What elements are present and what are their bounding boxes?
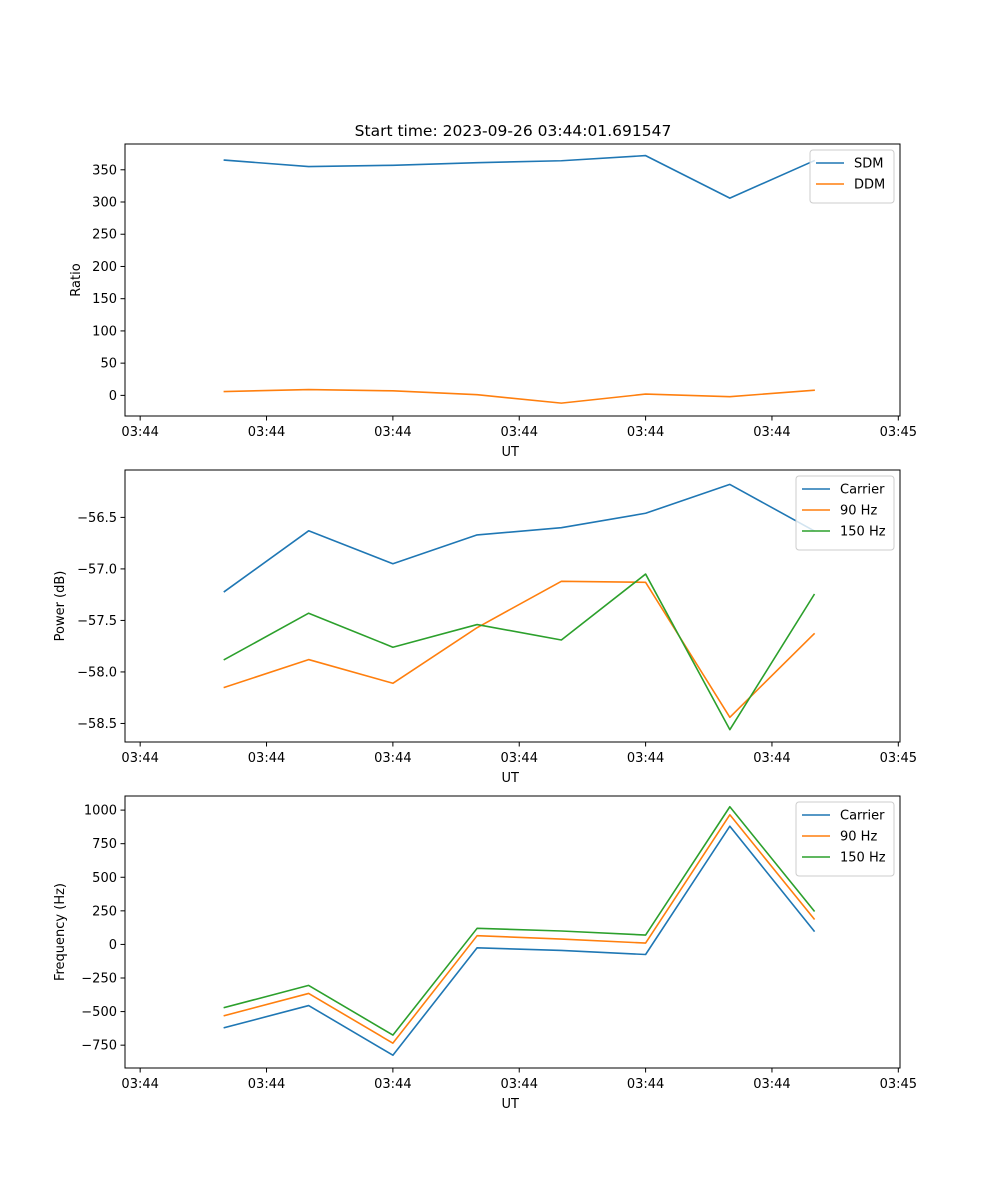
y-tick-label: −750 (81, 1039, 117, 1054)
plot-area (125, 470, 900, 742)
y-axis-label: Frequency (Hz) (53, 883, 68, 981)
legend: Carrier 90 Hz 150 Hz (795, 475, 895, 551)
series-line-150-hz (223, 805, 816, 1036)
y-tick-label: −500 (81, 1005, 117, 1020)
legend: SDM DDM (809, 149, 895, 204)
y-tick-label: 500 (92, 871, 117, 886)
x-tick-label: 03:44 (753, 1077, 790, 1092)
series-line-90-hz (223, 813, 816, 1044)
x-tick-label: 03:44 (627, 425, 664, 440)
x-tick-label: 03:44 (501, 751, 538, 766)
x-axis-label: UT (501, 771, 519, 786)
plot-area (125, 796, 900, 1068)
series-line-carrier (223, 483, 816, 593)
y-tick-label: −57.5 (77, 614, 117, 629)
legend-label-90-hz: 90 Hz (840, 504, 877, 519)
y-tick-label: 300 (92, 196, 117, 211)
x-axis-label: UT (501, 1097, 519, 1112)
y-tick-label: 200 (92, 260, 117, 275)
series-line-150-hz (223, 573, 816, 731)
y-tick-label: 50 (100, 357, 117, 372)
legend-label-ddm: DDM (854, 178, 885, 193)
x-tick-label: 03:44 (501, 425, 538, 440)
x-tick-label: 03:44 (248, 425, 285, 440)
x-tick-label: 03:44 (753, 425, 790, 440)
y-tick-label: 250 (92, 228, 117, 243)
x-tick-label: 03:44 (248, 1077, 285, 1092)
legend-label-150-hz: 150 Hz (840, 851, 886, 866)
plot-area (125, 144, 900, 416)
x-tick-label: 03:44 (374, 425, 411, 440)
x-tick-label: 03:44 (627, 751, 664, 766)
panel-ratio: 03:44 03:44 03:44 03:44 03:44 03:44 03:45 0 50 10… (69, 143, 917, 460)
y-tick-label: 350 (92, 163, 117, 178)
y-tick-label: −58.0 (77, 665, 117, 680)
y-tick-label: 150 (92, 292, 117, 307)
series-line-90-hz (223, 580, 816, 719)
x-tick-label: 03:44 (121, 751, 158, 766)
x-tick-label: 03:45 (880, 425, 917, 440)
figure-title: Start time: 2023-09-26 03:44:01.691547 (355, 122, 672, 140)
x-tick-label: 03:44 (248, 751, 285, 766)
series-line-carrier (223, 825, 816, 1057)
panel-power: 03:44 03:44 03:44 03:44 03:44 03:44 03:45 −58.5… (53, 469, 917, 786)
y-tick-label: −58.5 (77, 717, 117, 732)
y-axis-label: Ratio (69, 263, 84, 296)
x-tick-label: 03:44 (753, 751, 790, 766)
x-tick-label: 03:45 (880, 1077, 917, 1092)
legend-label-150-hz: 150 Hz (840, 525, 886, 540)
series-line-ddm (223, 388, 815, 404)
y-tick-label: 1000 (84, 804, 117, 819)
x-tick-label: 03:44 (374, 751, 411, 766)
y-tick-label: −57.0 (77, 562, 117, 577)
y-tick-label: −56.5 (77, 511, 117, 526)
legend-label-sdm: SDM (854, 157, 883, 172)
y-tick-label: 0 (109, 389, 117, 404)
legend: Carrier 90 Hz 150 Hz (795, 801, 895, 877)
y-tick-label: −250 (81, 972, 117, 987)
y-tick-label: 100 (92, 324, 117, 339)
legend-label-carrier: Carrier (840, 809, 885, 824)
panel-frequency: 03:44 03:44 03:44 03:44 03:44 03:44 03:45 −750 −… (53, 795, 917, 1112)
legend-label-carrier: Carrier (840, 483, 885, 498)
x-tick-label: 03:44 (374, 1077, 411, 1092)
y-axis-label: Power (dB) (53, 571, 68, 642)
axes-frame (124, 143, 901, 417)
legend-label-90-hz: 90 Hz (840, 830, 877, 845)
axes-frame (124, 469, 901, 743)
x-tick-label: 03:44 (121, 1077, 158, 1092)
series-line-sdm (223, 154, 816, 199)
y-tick-label: 750 (92, 837, 117, 852)
x-axis-label: UT (501, 445, 519, 460)
axes-frame (124, 795, 901, 1069)
x-tick-label: 03:44 (627, 1077, 664, 1092)
y-tick-label: 250 (92, 904, 117, 919)
y-tick-label: 0 (109, 938, 117, 953)
x-tick-label: 03:45 (880, 751, 917, 766)
x-tick-label: 03:44 (501, 1077, 538, 1092)
x-tick-label: 03:44 (121, 425, 158, 440)
